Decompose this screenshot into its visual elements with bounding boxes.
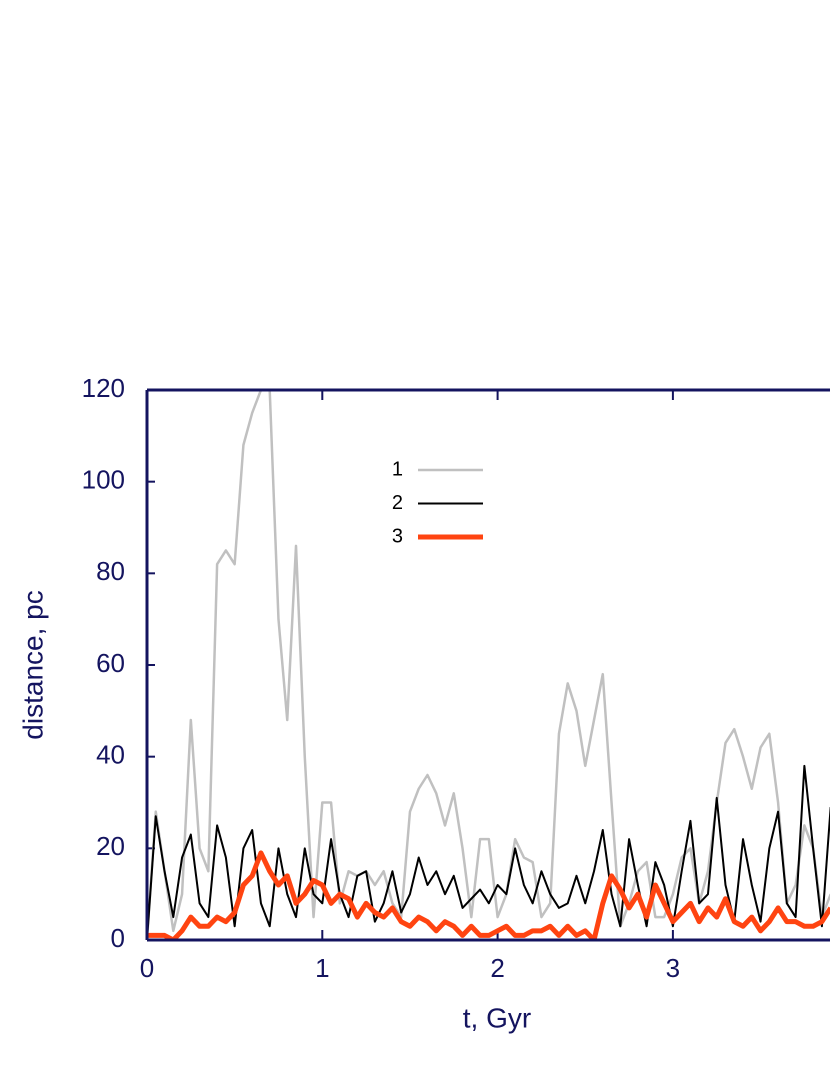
y-tick-label: 20 <box>96 831 125 861</box>
plot-area <box>147 390 830 940</box>
y-tick-label: 0 <box>111 923 125 953</box>
y-tick-label: 100 <box>82 465 125 495</box>
x-tick-label: 1 <box>315 953 329 983</box>
legend-label: 3 <box>392 525 403 547</box>
x-tick-label: 0 <box>140 953 154 983</box>
x-tick-label: 2 <box>490 953 504 983</box>
y-axis-title: distance, pc <box>17 590 48 739</box>
x-axis-title: t, Gyr <box>463 1002 531 1033</box>
x-tick-label: 3 <box>666 953 680 983</box>
y-tick-label: 60 <box>96 648 125 678</box>
legend-label: 1 <box>392 458 403 480</box>
series-line <box>147 764 830 940</box>
y-tick-label: 80 <box>96 556 125 586</box>
series-line <box>147 850 830 940</box>
legend-label: 2 <box>392 492 403 514</box>
y-tick-label: 120 <box>82 373 125 403</box>
series-line <box>147 390 830 940</box>
y-tick-label: 40 <box>96 740 125 770</box>
